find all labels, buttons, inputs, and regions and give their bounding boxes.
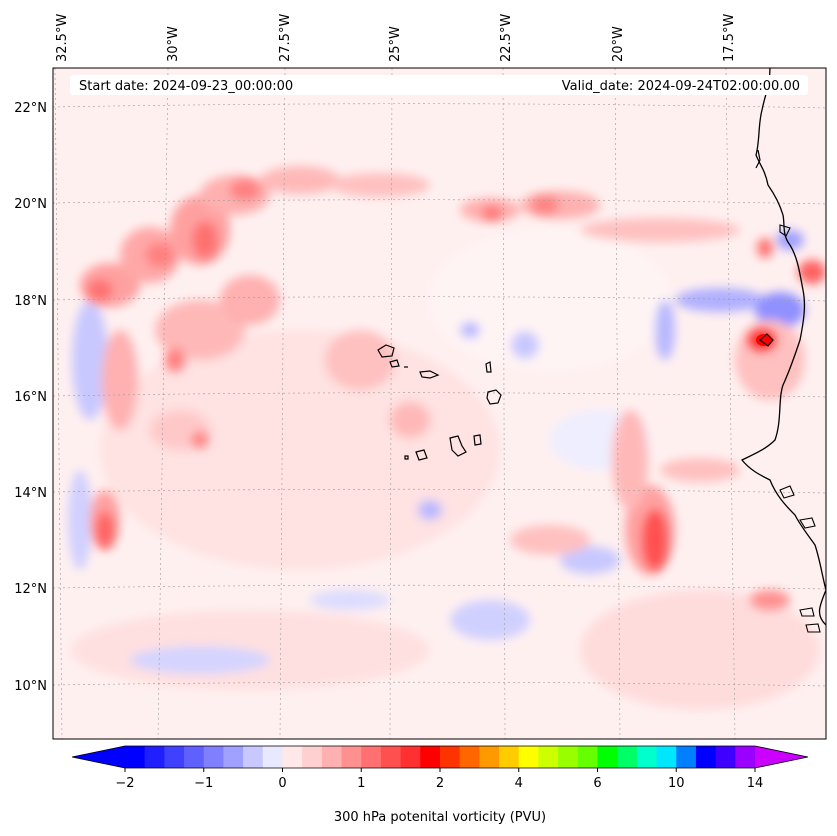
- colorbar-tick-label: 1: [357, 776, 365, 791]
- valid-date-label: Valid_date: 2024-09-24T02:00:00.00: [562, 79, 800, 94]
- lon-label: 17.5°W: [722, 14, 737, 62]
- lon-label: 22.5°W: [499, 14, 514, 62]
- lon-label: 32.5°W: [55, 14, 70, 62]
- lon-label: 20°W: [611, 26, 626, 62]
- lat-label: 12°N: [14, 582, 47, 597]
- start-date-label: Start date: 2024-09-23_00:00:00: [79, 79, 293, 94]
- colorbar-label: 300 hPa potenital vorticity (PVU): [334, 810, 546, 825]
- colorbar-swatch: [499, 746, 520, 768]
- colorbar-tick-label: 6: [593, 776, 601, 791]
- lon-label: 30°W: [166, 26, 181, 62]
- colorbar-tick-label: 10: [668, 776, 685, 791]
- colorbar-swatch: [636, 746, 658, 768]
- colorbar-swatch: [518, 746, 539, 768]
- colorbar-swatch: [282, 746, 303, 768]
- colorbar-swatch: [538, 746, 559, 768]
- colorbar-swatch: [440, 746, 461, 768]
- colorbar-swatch: [420, 746, 441, 768]
- colorbar-swatch: [262, 746, 283, 768]
- lat-label: 22°N: [14, 101, 47, 116]
- lat-label: 20°N: [14, 197, 47, 212]
- coastline-detail: [779, 485, 795, 499]
- lon-label: 25°W: [388, 26, 403, 62]
- colorbar-swatch: [203, 746, 224, 768]
- colorbar-swatch: [164, 746, 185, 768]
- colorbar-swatch: [302, 746, 323, 768]
- colorbar-swatch: [184, 746, 205, 768]
- colorbar-swatch: [577, 746, 598, 768]
- colorbar-swatch: [735, 746, 756, 768]
- lat-label: 18°N: [14, 294, 47, 309]
- lon-label: 27.5°W: [278, 14, 293, 62]
- lat-label: 10°N: [14, 679, 47, 694]
- colorbar-tick-label: 4: [515, 776, 523, 791]
- coastline-africa: [740, 68, 826, 626]
- colorbar-tick-label: 2: [436, 776, 444, 791]
- pv-maximum-core: [756, 334, 772, 346]
- colorbar-swatch: [125, 746, 146, 768]
- cape-verde-islands: [377, 344, 502, 461]
- colorbar-tick-label: 0: [278, 776, 286, 791]
- colorbar-swatch: [656, 746, 677, 768]
- colorbar-ticks: −2 −1 0 1 2 4 6 10 14: [115, 768, 763, 791]
- colorbar-swatch: [558, 746, 579, 768]
- colorbar-swatch: [400, 746, 421, 768]
- colorbar-swatch: [380, 746, 402, 768]
- colorbar-swatch: [459, 746, 480, 768]
- colorbar-swatch: [617, 746, 638, 768]
- coastline-detail: [779, 224, 791, 237]
- coastline-detail: [759, 333, 774, 347]
- colorbar-swatch: [715, 746, 736, 768]
- colorbar-swatch: [361, 746, 382, 768]
- colorbar-swatch: [597, 746, 618, 768]
- header-box: [70, 75, 808, 95]
- coastline-detail: [799, 607, 821, 633]
- pv-field: [53, 68, 826, 739]
- colorbar-under-arrow: [72, 746, 125, 768]
- gridlines: [53, 68, 826, 739]
- colorbar-swatch: [243, 746, 264, 768]
- coastline-detail: [799, 517, 816, 529]
- colorbar-swatch: [341, 746, 362, 768]
- map-frame: [52, 67, 827, 740]
- colorbar-over-arrow: [755, 746, 808, 768]
- colorbar-swatch: [695, 746, 717, 768]
- colorbar-swatch: [223, 746, 244, 768]
- colorbar: [71, 745, 809, 769]
- colorbar-swatch: [144, 746, 165, 768]
- colorbar-tick-label: −1: [194, 776, 213, 791]
- coastline-detail: [755, 149, 761, 169]
- colorbar-swatch: [676, 746, 697, 768]
- lat-label: 16°N: [14, 390, 47, 405]
- colorbar-swatch: [479, 746, 500, 768]
- colorbar-swatch: [321, 746, 343, 768]
- colorbar-tick-label: −2: [115, 776, 134, 791]
- lat-label: 14°N: [14, 486, 47, 501]
- colorbar-tick-label: 14: [747, 776, 764, 791]
